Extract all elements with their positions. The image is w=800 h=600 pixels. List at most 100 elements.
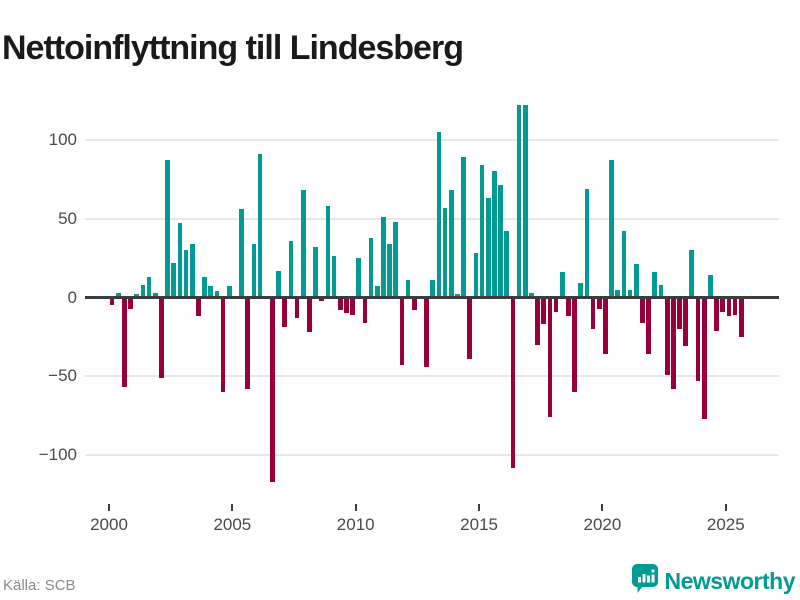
bar-2000-q71: [547, 297, 553, 418]
bar-2000-q40: [356, 258, 362, 298]
bar-2000-q49: [411, 297, 417, 311]
bar-2000-q19: [226, 286, 232, 298]
bar-2000-q26: [270, 297, 275, 483]
bar-2000-q68: [529, 292, 534, 298]
y-axis-label: −50: [48, 366, 77, 386]
bar-2000-q58: [467, 297, 473, 360]
bar-2000-q97: [707, 275, 713, 298]
bar-2000-q89: [658, 284, 664, 298]
bar-2000-q75: [572, 297, 577, 393]
bar-2000-q44: [381, 217, 386, 298]
bar-2000-q36: [331, 256, 337, 298]
bar-2000-q85: [633, 264, 639, 298]
bar-2000-q81: [609, 160, 614, 298]
bar-2000-q18: [220, 297, 226, 393]
y-axis-label: 0: [67, 287, 77, 307]
bar-2000-q55: [448, 190, 454, 298]
bar-2000-q28: [282, 297, 288, 328]
x-axis-label: 2005: [213, 515, 252, 534]
x-axis-tick: [354, 504, 357, 511]
brand-name: Newsworthy: [664, 567, 796, 594]
bar-2000-q102: [738, 297, 744, 337]
zero-axis-line: [85, 296, 779, 299]
bar-2000-q66: [516, 104, 522, 298]
x-axis-tick: [601, 504, 604, 511]
bar-2000-q98: [714, 297, 719, 331]
bar-2000-q79: [596, 297, 602, 309]
bar-2000-q30: [294, 297, 300, 318]
gridline-100: [85, 138, 779, 141]
bar-2000-q62: [492, 171, 497, 298]
bar-2000-q43: [374, 286, 380, 298]
bar-2000-q69: [535, 297, 540, 345]
y-axis-label: 100: [48, 129, 77, 149]
bar-2000-q59: [473, 253, 479, 298]
y-axis-label: −100: [38, 445, 77, 465]
bar-2000-q101: [732, 297, 738, 315]
x-axis-tick: [724, 504, 727, 511]
bar-2000-q7: [152, 292, 158, 298]
x-axis-tick: [108, 504, 110, 511]
gridline--100: [85, 454, 779, 457]
bar-2000-q91: [670, 297, 676, 390]
bar-2000-q38: [344, 297, 349, 314]
bar-2000-q39: [350, 297, 355, 315]
newsworthy-pin-icon: [631, 564, 658, 598]
bar-2000-q77: [584, 188, 590, 298]
bar-2000-q86: [640, 297, 645, 323]
bar-2000-q93: [683, 297, 688, 347]
bar-2000-q56: [455, 294, 460, 298]
bar-2000-q80: [603, 297, 608, 355]
bar-2000-q9: [165, 160, 170, 298]
gridline-50: [85, 217, 779, 220]
bar-2000-q76: [578, 283, 584, 298]
x-axis-tick: [478, 504, 481, 511]
bar-2000-q47: [399, 297, 405, 366]
bar-2000-q96: [701, 297, 707, 419]
bar-2000-q46: [393, 221, 399, 298]
bar-2000-q8: [159, 297, 164, 378]
bar-2000-q51: [424, 297, 429, 367]
bar-2000-q60: [479, 164, 485, 298]
bar-2000-q0: [109, 297, 115, 306]
bar-2000-q17: [214, 291, 220, 298]
gridline--50: [85, 375, 779, 378]
bar-2000-q15: [202, 276, 207, 298]
bar-2000-q31: [300, 190, 306, 298]
bar-2000-q42: [368, 237, 374, 298]
bar-2000-q92: [677, 297, 682, 330]
x-axis-label: 2015: [460, 515, 498, 534]
bar-2000-q21: [239, 209, 244, 298]
bar-2000-q4: [134, 294, 140, 298]
bar-2000-q37: [337, 297, 343, 311]
bar-2000-q1: [115, 292, 121, 298]
bar-2000-q61: [485, 198, 491, 298]
bar-2000-q72: [553, 297, 559, 312]
bar-2000-q34: [319, 297, 325, 301]
bar-2000-q29: [288, 240, 294, 298]
bar-2000-q90: [664, 297, 670, 375]
bar-2000-q41: [362, 297, 368, 323]
bar-2000-q11: [177, 223, 183, 298]
bar-2000-q63: [498, 185, 503, 298]
bar-2000-q2: [122, 297, 127, 388]
bar-2000-q88: [652, 272, 658, 298]
bar-2000-q73: [559, 272, 565, 298]
bar-2000-q70: [541, 297, 547, 325]
bar-2000-q23: [251, 243, 257, 298]
bar-2000-q100: [726, 297, 732, 317]
bar-2000-q22: [245, 297, 251, 390]
bar-2000-q87: [646, 297, 651, 355]
x-axis-label: 2010: [336, 515, 375, 534]
bar-2000-q64: [504, 231, 510, 298]
x-axis-label: 2000: [90, 515, 128, 534]
bar-2000-q48: [405, 280, 411, 298]
bar-2000-q84: [627, 289, 633, 298]
brand-logo: Newsworthy: [631, 564, 796, 598]
bar-2000-q35: [325, 205, 331, 298]
bar-2000-q83: [621, 231, 627, 298]
bar-2000-q82: [615, 289, 621, 298]
bar-2000-q13: [189, 243, 195, 298]
bar-2000-q14: [196, 297, 201, 317]
bar-2000-q24: [257, 153, 263, 298]
